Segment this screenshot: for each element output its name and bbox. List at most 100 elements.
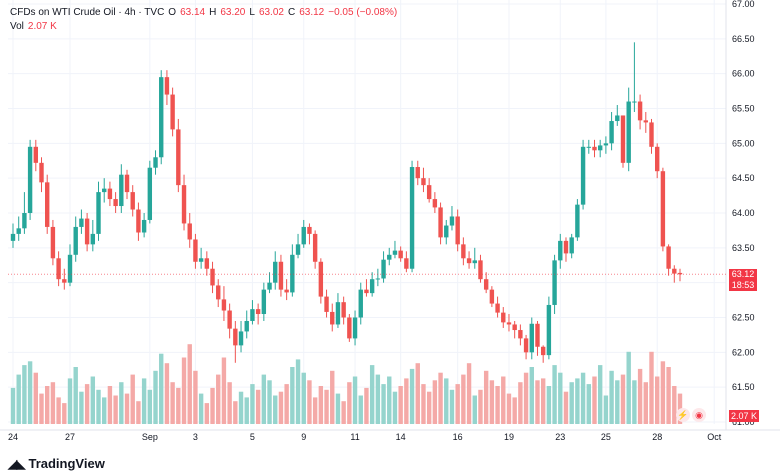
volume-bar [22, 365, 27, 424]
candle-body [73, 226, 78, 255]
candle-body [79, 218, 84, 227]
chart-legend: CFDs on WTI Crude Oil · 4h · TVC O 63.14 … [10, 6, 397, 34]
volume-bar [255, 389, 261, 424]
candle-body [455, 216, 460, 245]
volume-bar [495, 386, 500, 424]
candle-body [677, 272, 683, 275]
candle-body [506, 322, 512, 325]
volume-bar [529, 367, 534, 424]
candle-body [632, 101, 637, 103]
volume-bar [466, 363, 472, 424]
candle-body [335, 302, 341, 325]
time-axis[interactable]: 24 27 Sep 3 5 9 11 14 16 19 23 25 28 Oct [8, 432, 722, 442]
candle-body [483, 279, 489, 290]
volume-bar [501, 376, 506, 424]
volume-bar [141, 378, 147, 424]
candle-body [113, 199, 118, 207]
candle-body [478, 260, 483, 280]
candle-body [284, 289, 289, 293]
volume-bar [455, 384, 460, 424]
candle-body [290, 254, 295, 293]
candle-body [381, 259, 386, 279]
volume-bar [643, 382, 648, 424]
candle-body [666, 246, 671, 269]
candle-body [586, 146, 591, 148]
volume-bar [404, 378, 409, 424]
volume-bar [632, 380, 637, 424]
candle-body [535, 323, 540, 347]
volume-bar [67, 378, 73, 424]
candle-body [489, 289, 495, 304]
candle-body [558, 240, 563, 261]
volume-bar [364, 387, 369, 424]
candle-body [523, 338, 529, 353]
time-tick-label: 9 [301, 432, 306, 442]
volume-bar [84, 384, 90, 424]
high-value: 63.20 [220, 7, 246, 18]
volume-bar [626, 351, 631, 424]
volume-bar [483, 370, 489, 424]
volume-bar [369, 365, 375, 424]
candle-body [409, 167, 415, 269]
candle-body [466, 258, 472, 264]
time-tick-label: 14 [396, 432, 406, 442]
tradingview-logo[interactable]: ◢◣ TradingView [8, 456, 105, 471]
candle-body [318, 261, 324, 297]
volume-bar [170, 382, 175, 424]
volume-bar [449, 389, 455, 424]
volume-bar [312, 397, 318, 424]
flag-us-icon[interactable]: ◉ [692, 408, 706, 422]
volume-bars [10, 344, 683, 424]
volume-bar [523, 372, 529, 424]
open-label: O [168, 7, 177, 18]
candle-body [244, 320, 249, 332]
volume-bar [609, 370, 614, 424]
volume-bar [603, 395, 609, 424]
candle-body [575, 204, 580, 238]
candle-body [358, 289, 363, 318]
price-axis[interactable]: 67.00 66.50 66.00 65.50 65.00 64.50 64.00 63.50… [732, 0, 755, 427]
price-tick-label: 61.00 [732, 417, 755, 427]
volume-bar [318, 386, 324, 424]
volume-bar [324, 389, 329, 424]
volume-bar [79, 391, 84, 424]
candle-body [654, 146, 660, 172]
candle-body [56, 258, 61, 280]
candle-body [295, 244, 301, 255]
candle-body [563, 240, 569, 254]
candle-body [552, 260, 557, 305]
candle-body [597, 145, 603, 151]
candle-body [529, 323, 534, 353]
candle-body [119, 174, 124, 207]
volume-bar [615, 380, 620, 424]
time-tick-label: 25 [601, 432, 611, 442]
volume-bar [187, 344, 192, 424]
last-price-tag: 63.12 18:53 [729, 269, 757, 292]
candle-body [67, 254, 73, 283]
candle-body [39, 162, 44, 183]
candle-body [170, 94, 175, 130]
lightning-icon[interactable]: ⚡ [676, 408, 690, 422]
price-tick-label: 62.50 [732, 313, 755, 323]
volume-bar [164, 363, 170, 424]
volume-bar [278, 391, 284, 424]
volume-bar [552, 365, 557, 424]
candle-body [210, 268, 215, 286]
volume-bar [654, 376, 660, 424]
candle-body [10, 233, 16, 241]
volume-bar [90, 376, 96, 424]
candle-body [62, 279, 67, 283]
candle-body [16, 228, 21, 234]
symbol-title[interactable]: CFDs on WTI Crude Oil · 4h · TVC [10, 7, 165, 18]
volume-bar [284, 384, 289, 424]
volume-bar [392, 391, 398, 424]
volume-bar [335, 393, 341, 424]
candle-body [278, 261, 284, 290]
candle-body [569, 237, 574, 254]
volume-bar [586, 384, 591, 424]
volume-bar [204, 403, 210, 424]
candle-body [27, 146, 33, 213]
candle-body [204, 258, 210, 269]
time-tick-label: 19 [504, 432, 514, 442]
